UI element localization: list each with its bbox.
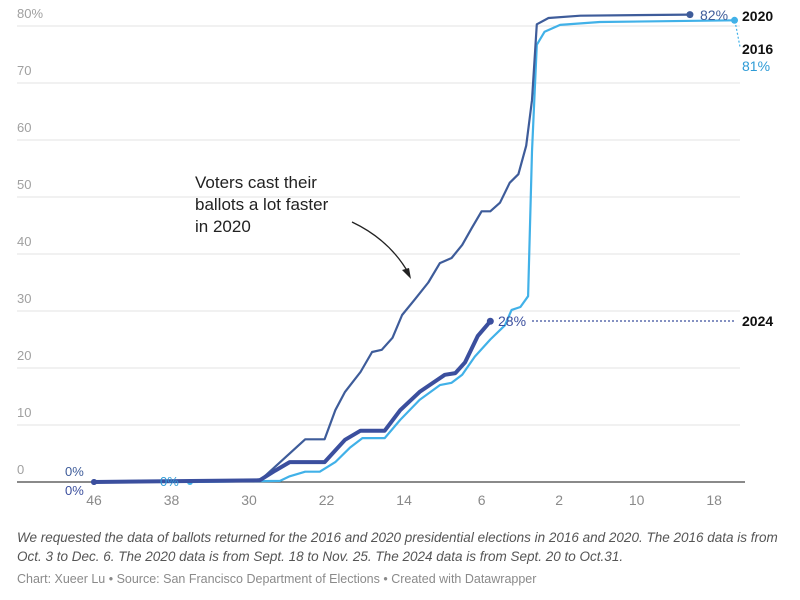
series-line-2024 <box>92 319 493 484</box>
start-label-2020: 0% <box>65 464 84 479</box>
annotation-arrow <box>351 221 410 275</box>
y-tick-label: 60 <box>17 120 31 135</box>
x-tick-label: 38 <box>164 492 180 508</box>
x-tick-label: 46 <box>86 492 102 508</box>
value-label-2024: 28% <box>498 313 526 329</box>
x-tick-label: 30 <box>241 492 257 508</box>
series-label-2020: 2020 <box>742 8 773 24</box>
y-tick-label: 70 <box>17 63 31 78</box>
x-tick-label: 22 <box>319 492 335 508</box>
chart-notes: We requested the data of ballots returne… <box>17 530 778 564</box>
x-tick-label: 6 <box>478 492 486 508</box>
y-tick-label: 20 <box>17 348 31 363</box>
series-line-2016 <box>188 19 736 484</box>
y-tick-label: 30 <box>17 291 31 306</box>
x-tick-label: 14 <box>396 492 412 508</box>
series-label-2016: 2016 <box>742 41 773 57</box>
y-tick-label: 50 <box>17 177 31 192</box>
series-label-2024: 2024 <box>742 313 773 329</box>
y-tick-label: 80% <box>17 6 43 21</box>
annotation: Voters cast their ballots a lot faster i… <box>195 173 411 279</box>
series-end-dot-2024 <box>486 317 494 325</box>
line-chart: 0 10 20 30 40 50 60 70 80% 46 38 30 22 14 6 2 10 18 82% 20… <box>17 6 773 508</box>
x-tick-label: 2 <box>555 492 563 508</box>
series-end-dot-2016 <box>731 16 739 24</box>
x-tick-label: 18 <box>706 492 722 508</box>
annotation-line-1: Voters cast their <box>195 173 317 192</box>
y-tick-label: 40 <box>17 234 31 249</box>
series-start-dot-2024 <box>91 479 97 485</box>
leader-line-2016 <box>734 20 741 48</box>
value-label-2020: 82% <box>700 7 728 23</box>
start-label-2024: 0% <box>65 483 84 498</box>
value-label-2016: 81% <box>742 58 770 74</box>
y-tick-label: 10 <box>17 405 31 420</box>
series-line-2020 <box>92 13 691 484</box>
x-tick-label: 10 <box>629 492 645 508</box>
start-label-2016: 0% <box>160 474 179 489</box>
series-end-dot-2020 <box>686 11 694 19</box>
chart-credit: Chart: Xueer Lu • Source: San Francisco … <box>17 572 537 586</box>
y-tick-label: 0 <box>17 462 24 477</box>
annotation-line-2: ballots a lot faster <box>195 195 329 214</box>
annotation-line-3: in 2020 <box>195 217 251 236</box>
arrow-head-icon <box>402 268 411 279</box>
